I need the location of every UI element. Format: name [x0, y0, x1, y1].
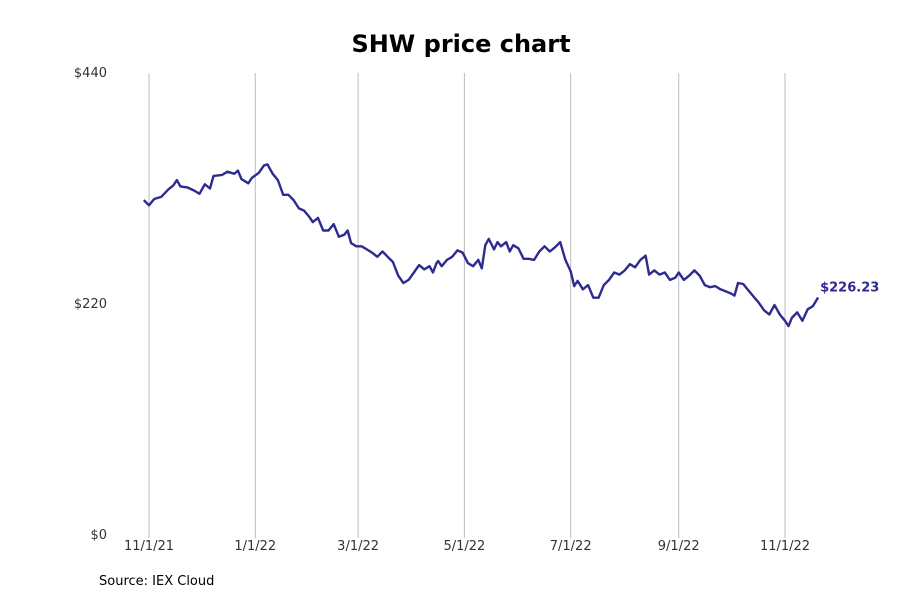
y-tick-label: $0: [90, 528, 107, 543]
x-tick-label: 5/1/22: [443, 539, 485, 554]
price-line: [142, 163, 820, 328]
grid-lines: [148, 73, 786, 538]
x-tick-label: 7/1/22: [550, 539, 592, 554]
x-tick-label: 11/1/21: [124, 539, 174, 554]
x-tick-label: 3/1/22: [337, 539, 379, 554]
y-tick-label: $440: [74, 66, 107, 81]
x-tick-label: 9/1/22: [658, 539, 700, 554]
chart-title: SHW price chart: [351, 30, 570, 58]
end-price-label: $226.23: [820, 280, 879, 295]
x-tick-label: 1/1/22: [234, 539, 276, 554]
source-note: Source: IEX Cloud: [99, 574, 215, 589]
y-axis: $0 $220 $440: [74, 66, 107, 543]
y-tick-label: $220: [74, 297, 107, 312]
x-axis: 11/1/21 1/1/22 3/1/22 5/1/22 7/1/22 9/1/22 11/…: [124, 539, 810, 554]
x-tick-label: 11/1/22: [760, 539, 810, 554]
